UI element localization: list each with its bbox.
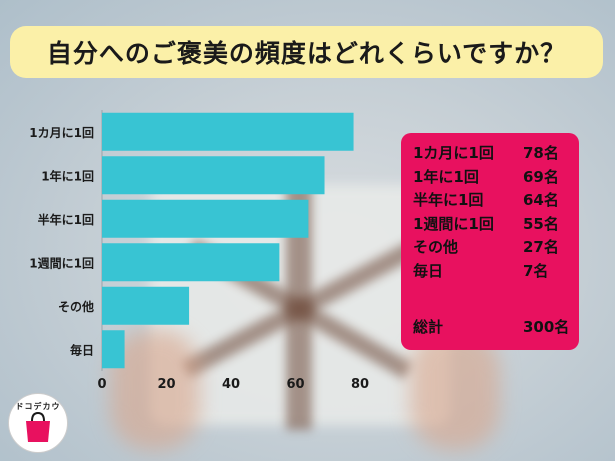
chart-title: 自分へのご褒美の頻度はどれくらいですか？	[46, 39, 567, 68]
summary-row-3-label: 1週間に1回	[413, 214, 494, 233]
bar-3	[102, 243, 280, 282]
summary-total-row-count: 300名	[523, 318, 570, 336]
shopping-bag-icon	[26, 411, 50, 442]
category-label-1: 1年に1回	[41, 168, 94, 183]
summary-row-1: 1年に1回 69名	[413, 166, 573, 188]
summary-total-row-label: 総計	[413, 318, 444, 336]
summary-row-1-label: 1年に1回	[413, 167, 479, 186]
bar-0	[102, 112, 354, 151]
summary-row-2-label: 半年に1回	[413, 191, 484, 210]
x-tick-label-2: 40	[222, 377, 240, 392]
bar-4	[102, 286, 190, 325]
x-tick-label-0: 0	[97, 377, 106, 392]
background-hand-left	[110, 330, 200, 450]
summary-row-2-count: 64名	[523, 191, 559, 210]
category-label-5: 毎日	[70, 342, 94, 357]
bar-5	[102, 330, 125, 369]
category-label-4: その他	[58, 299, 94, 314]
summary-row-5: 毎日 7名	[413, 260, 573, 282]
background-hand-right	[410, 330, 500, 450]
summary-row-3: 1週間に1回 55名	[413, 213, 573, 235]
summary-row-5-count: 7名	[523, 262, 549, 280]
summary-row-0: 1カ月に1回 78名	[413, 142, 573, 164]
category-label-3: 1週間に1回	[29, 255, 94, 270]
summary-row-3-count: 55名	[523, 214, 559, 233]
x-tick-label-3: 60	[286, 377, 304, 392]
summary-row-1-count: 69名	[523, 167, 559, 186]
summary-total-row: 総計 300名	[413, 316, 573, 338]
category-label-2: 半年に1回	[38, 212, 94, 227]
logo-text: ドコデカウ	[15, 402, 61, 411]
bar-2	[102, 199, 309, 238]
summary-row-4-label: その他	[413, 238, 459, 257]
summary-row-4-count: 27名	[523, 238, 559, 257]
summary-row-4: その他 27名	[413, 236, 573, 258]
title-banner: 自分へのご褒美の頻度はどれくらいですか？	[10, 26, 603, 78]
summary-row-0-count: 78名	[523, 144, 559, 162]
x-tick-label-1: 20	[157, 377, 175, 392]
category-label-0: 1カ月に1回	[29, 126, 94, 140]
count-summary-panel: 1カ月に1回 78名 1年に1回 69名半年に1回 64名 1週間に1回 55名その他 27名…	[401, 133, 579, 350]
brand-logo: ドコデカウ	[8, 393, 68, 453]
bar-1	[102, 156, 325, 195]
x-tick-label-4: 80	[351, 377, 369, 392]
summary-row-5-label: 毎日	[413, 262, 444, 280]
summary-row-2: 半年に1回 64名	[413, 189, 573, 211]
summary-row-0-label: 1カ月に1回	[413, 144, 494, 162]
